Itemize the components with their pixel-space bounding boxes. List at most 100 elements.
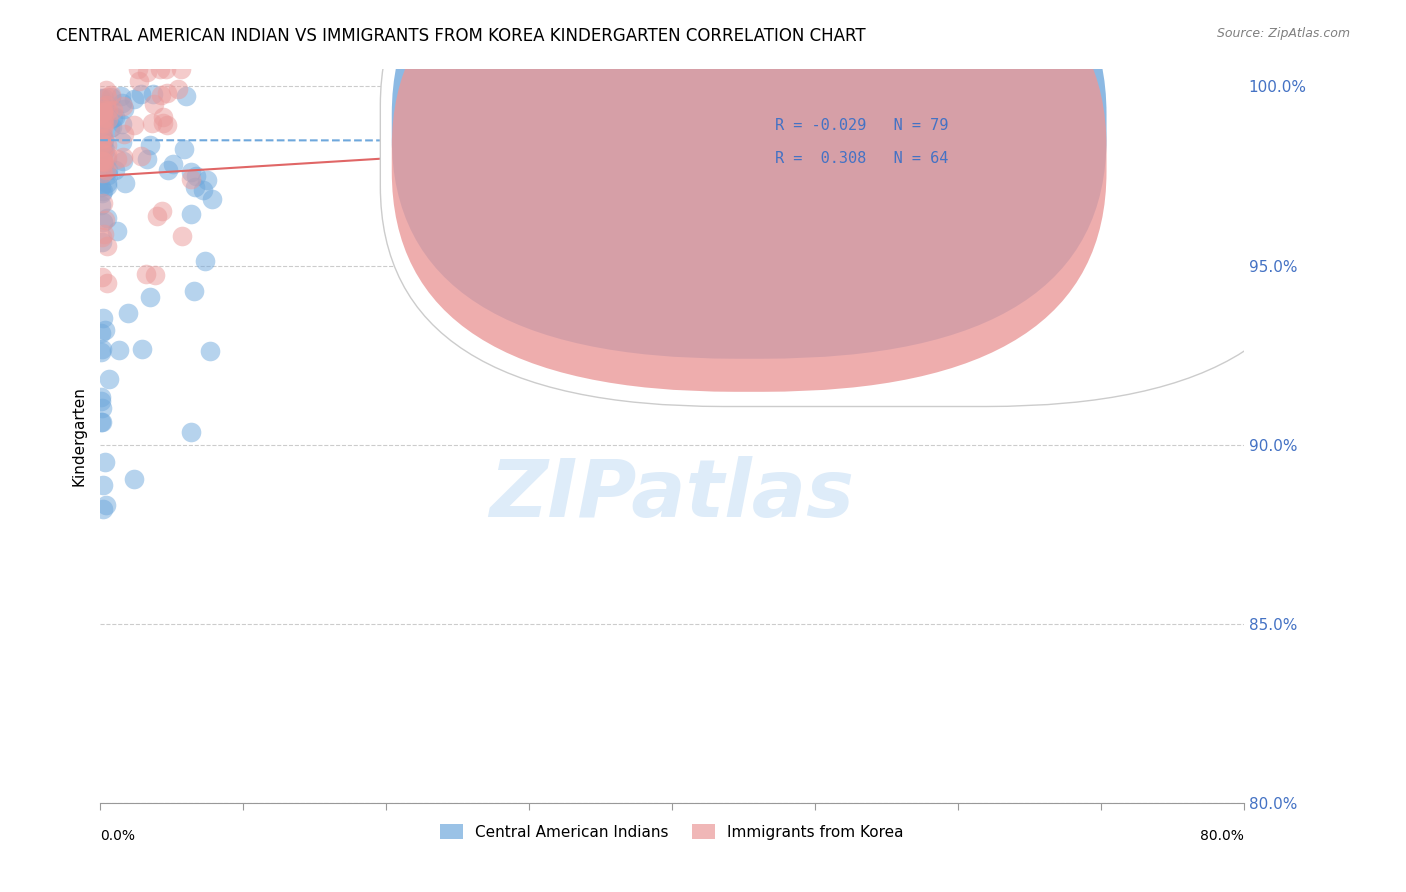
Central American Indians	[96, 211, 118, 225]
Central American Indians	[101, 120, 124, 134]
Immigrants from Korea	[91, 121, 114, 136]
Immigrants from Korea	[97, 112, 120, 127]
Central American Indians	[94, 499, 117, 513]
FancyBboxPatch shape	[381, 0, 1330, 407]
Central American Indians	[91, 401, 114, 415]
Immigrants from Korea	[149, 87, 172, 102]
Central American Indians	[90, 129, 112, 144]
Central American Indians	[90, 344, 112, 359]
Immigrants from Korea	[150, 203, 173, 218]
Central American Indians	[90, 91, 112, 105]
Text: R = -0.029   N = 79: R = -0.029 N = 79	[775, 119, 948, 133]
Immigrants from Korea	[96, 276, 118, 290]
Text: ZIPatlas: ZIPatlas	[489, 456, 855, 533]
Immigrants from Korea	[93, 117, 115, 131]
Central American Indians	[93, 502, 115, 516]
Immigrants from Korea	[96, 90, 118, 104]
Central American Indians	[101, 112, 124, 126]
Immigrants from Korea	[94, 83, 117, 97]
Central American Indians	[173, 142, 195, 156]
Immigrants from Korea	[90, 106, 112, 120]
Central American Indians	[90, 180, 112, 194]
Central American Indians	[90, 393, 112, 408]
Central American Indians	[142, 87, 165, 102]
Central American Indians	[97, 163, 120, 178]
Central American Indians	[91, 478, 114, 492]
Central American Indians	[131, 342, 153, 356]
Central American Indians	[90, 415, 112, 429]
Immigrants from Korea	[93, 131, 115, 145]
Central American Indians	[97, 168, 120, 182]
Immigrants from Korea	[93, 227, 115, 242]
Immigrants from Korea	[96, 148, 118, 162]
Immigrants from Korea	[179, 172, 201, 186]
Immigrants from Korea	[145, 210, 167, 224]
Immigrants from Korea	[155, 62, 177, 76]
Central American Indians	[91, 185, 114, 199]
Central American Indians	[94, 455, 117, 469]
Central American Indians	[122, 92, 145, 106]
Immigrants from Korea	[156, 118, 179, 132]
Immigrants from Korea	[91, 145, 114, 160]
Immigrants from Korea	[112, 98, 135, 112]
Central American Indians	[97, 372, 120, 386]
Immigrants from Korea	[93, 111, 115, 125]
Immigrants from Korea	[111, 150, 134, 164]
Immigrants from Korea	[105, 152, 128, 166]
Immigrants from Korea	[167, 82, 190, 96]
Central American Indians	[180, 165, 202, 179]
Central American Indians	[96, 152, 118, 166]
Central American Indians	[179, 207, 201, 221]
Text: 0.0%: 0.0%	[100, 829, 135, 843]
Immigrants from Korea	[152, 116, 174, 130]
Central American Indians	[198, 344, 221, 359]
Central American Indians	[96, 106, 118, 120]
Central American Indians	[96, 179, 118, 194]
Central American Indians	[90, 162, 112, 177]
Immigrants from Korea	[91, 104, 114, 119]
Immigrants from Korea	[128, 74, 150, 88]
Immigrants from Korea	[155, 87, 177, 101]
Immigrants from Korea	[100, 88, 122, 103]
Central American Indians	[110, 89, 132, 103]
FancyBboxPatch shape	[392, 0, 1107, 392]
Text: Source: ZipAtlas.com: Source: ZipAtlas.com	[1216, 27, 1350, 40]
Central American Indians	[98, 120, 121, 135]
Central American Indians	[90, 343, 112, 357]
Immigrants from Korea	[141, 116, 163, 130]
Immigrants from Korea	[142, 96, 165, 111]
Central American Indians	[195, 173, 218, 187]
Central American Indians	[139, 289, 162, 303]
Central American Indians	[91, 215, 114, 229]
Immigrants from Korea	[91, 136, 114, 151]
Immigrants from Korea	[90, 115, 112, 129]
Central American Indians	[90, 127, 112, 141]
Central American Indians	[112, 102, 135, 116]
Central American Indians	[176, 88, 198, 103]
Central American Indians	[90, 198, 112, 212]
Central American Indians	[112, 154, 135, 169]
Central American Indians	[90, 326, 112, 340]
Central American Indians	[201, 192, 224, 206]
Central American Indians	[129, 87, 152, 102]
FancyBboxPatch shape	[392, 0, 1107, 359]
Central American Indians	[111, 96, 134, 111]
Immigrants from Korea	[91, 166, 114, 180]
Central American Indians	[90, 153, 112, 168]
Central American Indians	[117, 306, 139, 320]
Immigrants from Korea	[94, 162, 117, 177]
Immigrants from Korea	[90, 154, 112, 169]
Text: CENTRAL AMERICAN INDIAN VS IMMIGRANTS FROM KOREA KINDERGARTEN CORRELATION CHART: CENTRAL AMERICAN INDIAN VS IMMIGRANTS FR…	[56, 27, 866, 45]
Central American Indians	[183, 284, 205, 298]
Central American Indians	[103, 110, 125, 124]
Central American Indians	[91, 141, 114, 155]
Immigrants from Korea	[93, 196, 115, 211]
Central American Indians	[186, 169, 208, 183]
Immigrants from Korea	[93, 105, 115, 120]
Central American Indians	[138, 138, 160, 153]
Central American Indians	[191, 183, 214, 197]
Immigrants from Korea	[127, 62, 149, 77]
Immigrants from Korea	[152, 110, 174, 124]
Immigrants from Korea	[135, 267, 157, 281]
Legend: Central American Indians, Immigrants from Korea: Central American Indians, Immigrants fro…	[440, 823, 904, 839]
